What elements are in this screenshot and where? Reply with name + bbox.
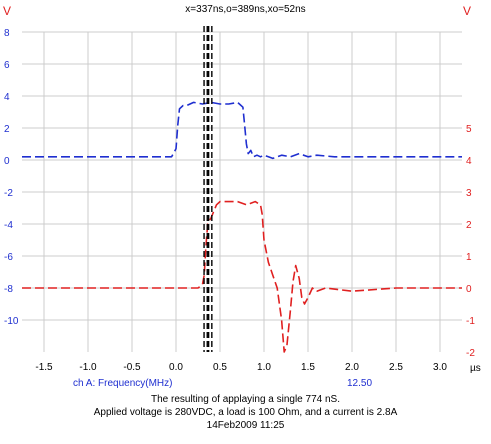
left-tick-label: 6: [4, 60, 10, 71]
axis-labels: -1.5 -1.0 -0.5 0.0 0.5 1.0 1.5 2.0 2.5 3.0 8 6 4 2 0 -2…: [4, 28, 475, 373]
caption-line-2: Applied voltage is 280VDC, a load is 100…: [93, 407, 398, 418]
left-tick-label: 0: [4, 156, 10, 167]
right-tick-label: 5: [466, 124, 472, 135]
x-tick-label: -1.5: [35, 362, 53, 373]
right-tick-label: -2: [466, 348, 475, 359]
x-tick-label: 3.0: [433, 362, 447, 373]
grid-lines: [22, 31, 462, 352]
left-tick-label: -8: [4, 284, 13, 295]
x-tick-label: -0.5: [123, 362, 141, 373]
cursor-lines: [203, 26, 213, 352]
x-tick-label: -1.0: [79, 362, 97, 373]
series-layer: [22, 101, 462, 353]
series-line-blue: [22, 101, 462, 160]
caption-date: 14Feb2009 11:25: [206, 420, 285, 431]
series-line-red: [22, 200, 462, 353]
x-tick-label: 1.5: [301, 362, 315, 373]
x-tick-label: 2.5: [389, 362, 403, 373]
x-tick-label: 2.0: [345, 362, 359, 373]
left-tick-label: -6: [4, 252, 13, 263]
left-tick-label: -4: [4, 220, 13, 231]
caption-line-1: The resulting of applaying a single 774 …: [150, 394, 340, 405]
left-tick-label: 2: [4, 124, 10, 135]
left-tick-label: 4: [4, 92, 10, 103]
left-tick-label: -2: [4, 188, 13, 199]
right-unit: V: [463, 4, 472, 18]
x-unit: µs: [470, 363, 481, 374]
left-tick-label: 8: [4, 28, 10, 39]
left-unit: V: [3, 4, 12, 18]
x-tick-label: 0.0: [169, 362, 183, 373]
right-tick-label: 4: [466, 156, 472, 167]
right-tick-label: 1: [466, 252, 472, 263]
channel-label: ch A: Frequency(MHz): [73, 378, 173, 389]
right-tick-label: 2: [466, 220, 472, 231]
right-tick-label: -1: [466, 316, 475, 327]
x-tick-label: 0.5: [213, 362, 227, 373]
right-tick-label: 0: [466, 284, 472, 295]
channel-value: 12.50: [347, 378, 373, 389]
x-tick-label: 1.0: [257, 362, 271, 373]
right-tick-label: 3: [466, 188, 472, 199]
left-tick-label: -10: [4, 316, 19, 327]
cursor-readout: x=337ns,o=389ns,xo=52ns: [185, 4, 306, 15]
